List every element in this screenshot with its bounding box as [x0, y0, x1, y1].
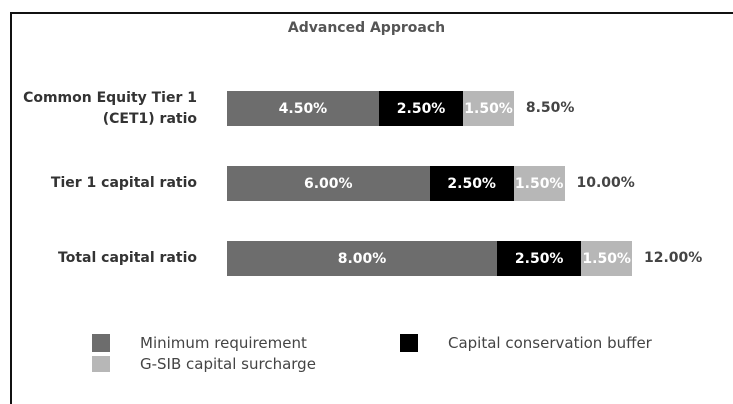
legend-item: Minimum requirement — [92, 334, 307, 352]
bar-segment: 6.00% — [227, 166, 430, 201]
category-label-line: (CET1) ratio — [102, 110, 197, 127]
legend-swatch — [92, 334, 110, 352]
bar-segment: 8.00% — [227, 241, 497, 276]
frame-border-left — [10, 12, 12, 404]
category-label-line: Common Equity Tier 1 — [23, 89, 197, 106]
legend-label: Capital conservation buffer — [448, 334, 652, 352]
category-label-line: Tier 1 capital ratio — [50, 175, 197, 191]
bar-segment: 1.50% — [513, 166, 565, 201]
data-label: 8.00% — [337, 250, 387, 267]
bar-segment: 2.50% — [429, 166, 514, 201]
category-label: Total capital ratio — [0, 248, 197, 269]
total-label: 12.00% — [644, 250, 703, 266]
frame-border-top — [10, 12, 733, 14]
legend-item: G-SIB capital surcharge — [92, 355, 316, 373]
legend-swatch — [92, 356, 110, 372]
data-label: 4.50% — [278, 100, 328, 117]
data-label: 1.50% — [582, 250, 631, 267]
category-label: Tier 1 capital ratio — [0, 173, 197, 194]
bar-segment: 2.50% — [497, 241, 582, 276]
legend-label: Minimum requirement — [140, 334, 307, 352]
bar-segment: 1.50% — [463, 91, 514, 126]
bar-segment: 4.50% — [227, 91, 379, 126]
data-label: 2.50% — [447, 175, 496, 192]
total-label: 8.50% — [525, 100, 575, 116]
data-label: 6.00% — [303, 175, 353, 192]
data-label: 1.50% — [514, 175, 564, 192]
bar-segment: 2.50% — [378, 91, 464, 126]
legend-item: Capital conservation buffer — [400, 334, 652, 352]
data-label: 1.50% — [464, 100, 513, 117]
data-label: 2.50% — [396, 100, 446, 117]
legend-label: G-SIB capital surcharge — [140, 355, 316, 373]
category-label-line: Total capital ratio — [58, 250, 197, 266]
bar-segment: 1.50% — [581, 241, 632, 276]
legend-swatch — [400, 334, 418, 352]
category-label: Common Equity Tier 1 (CET1) ratio — [0, 88, 197, 130]
chart-title: Advanced Approach — [287, 20, 446, 36]
data-label: 2.50% — [514, 250, 564, 267]
total-label: 10.00% — [576, 175, 635, 191]
